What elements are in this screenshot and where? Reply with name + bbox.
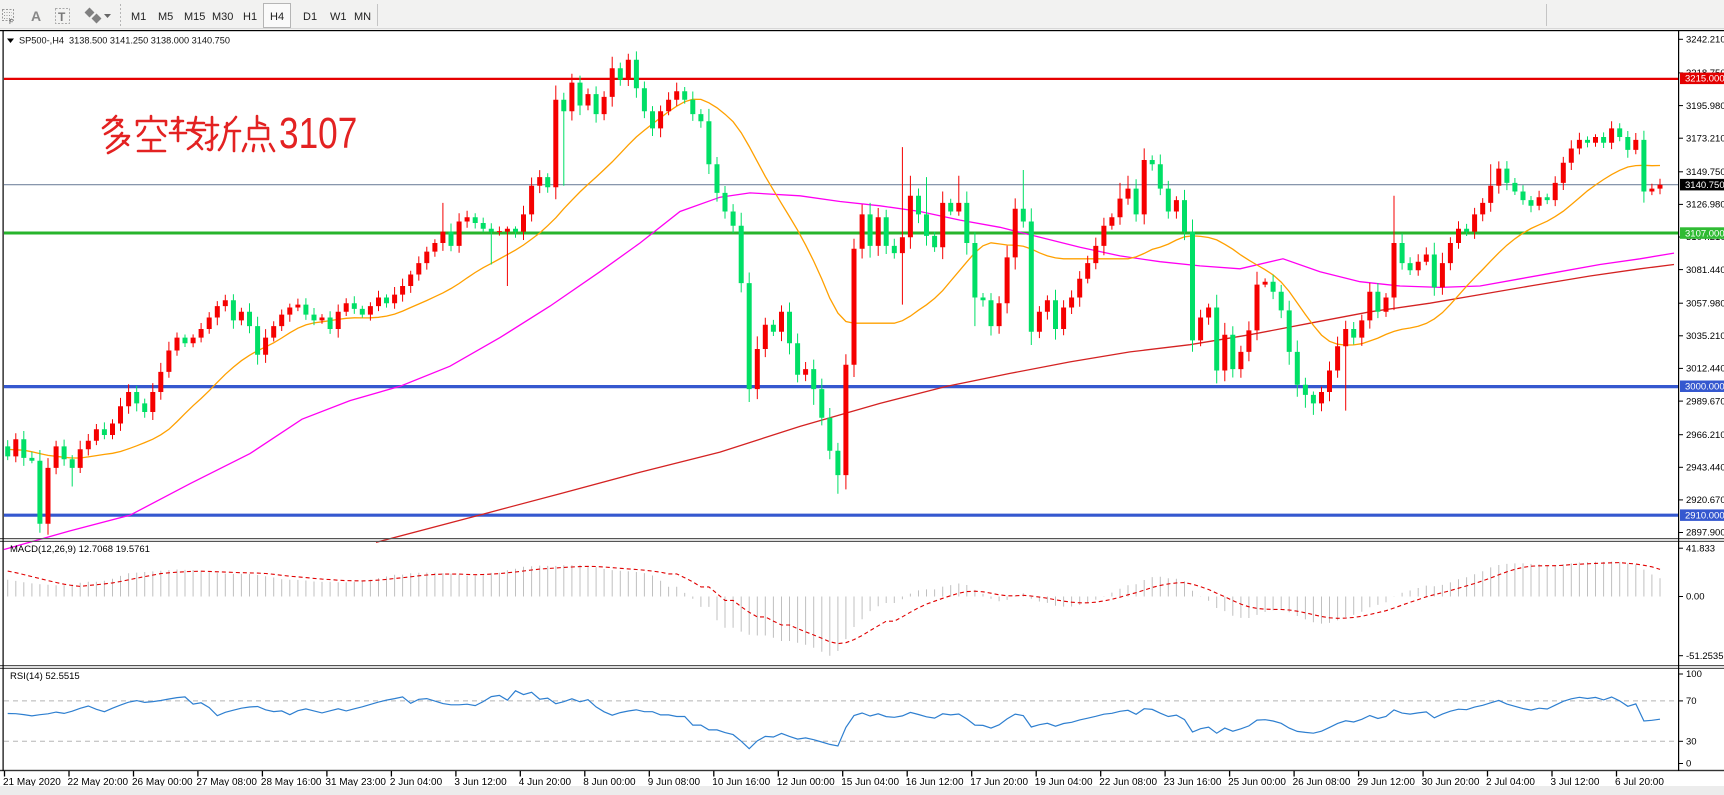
svg-text:29 Jun 12:00: 29 Jun 12:00 xyxy=(1357,777,1415,788)
svg-text:22 Jun 08:00: 22 Jun 08:00 xyxy=(1099,777,1157,788)
svg-text:25 Jun 00:00: 25 Jun 00:00 xyxy=(1228,777,1286,788)
svg-text:3140.750: 3140.750 xyxy=(1685,180,1724,191)
svg-text:26 Jun 08:00: 26 Jun 08:00 xyxy=(1293,777,1351,788)
svg-text:8 Jun 00:00: 8 Jun 00:00 xyxy=(583,777,636,788)
svg-text:3 Jun 12:00: 3 Jun 12:00 xyxy=(454,777,507,788)
svg-text:2897.900: 2897.900 xyxy=(1686,528,1724,539)
svg-text:3 Jul 12:00: 3 Jul 12:00 xyxy=(1551,777,1600,788)
svg-text:H1: H1 xyxy=(243,11,257,23)
svg-text:15 Jun 04:00: 15 Jun 04:00 xyxy=(841,777,899,788)
svg-text:3242.210: 3242.210 xyxy=(1686,35,1724,46)
svg-text:12 Jun 00:00: 12 Jun 00:00 xyxy=(777,777,835,788)
svg-text:W1: W1 xyxy=(330,11,347,23)
svg-text:-51.2535: -51.2535 xyxy=(1686,651,1724,662)
svg-text:4 Jun 20:00: 4 Jun 20:00 xyxy=(519,777,572,788)
svg-text:10 Jun 16:00: 10 Jun 16:00 xyxy=(712,777,770,788)
svg-text:31 May 23:00: 31 May 23:00 xyxy=(325,777,386,788)
svg-text:RSI(14) 52.5515: RSI(14) 52.5515 xyxy=(10,671,80,682)
svg-text:2 Jul 04:00: 2 Jul 04:00 xyxy=(1486,777,1535,788)
svg-text:A: A xyxy=(31,8,41,24)
svg-text:19 Jun 04:00: 19 Jun 04:00 xyxy=(1035,777,1093,788)
svg-text:9 Jun 08:00: 9 Jun 08:00 xyxy=(648,777,701,788)
svg-text:0.00: 0.00 xyxy=(1686,592,1705,603)
svg-text:2966.210: 2966.210 xyxy=(1686,430,1724,441)
svg-text:M15: M15 xyxy=(184,11,205,23)
svg-text:30: 30 xyxy=(1686,737,1697,748)
svg-text:30 Jun 20:00: 30 Jun 20:00 xyxy=(1422,777,1480,788)
svg-text:3195.980: 3195.980 xyxy=(1686,101,1724,112)
svg-text:41.833: 41.833 xyxy=(1686,543,1715,554)
svg-text:MN: MN xyxy=(354,11,371,23)
svg-text:70: 70 xyxy=(1686,696,1697,707)
svg-text:2 Jun 04:00: 2 Jun 04:00 xyxy=(390,777,443,788)
svg-text:T: T xyxy=(58,10,66,24)
svg-text:17 Jun 20:00: 17 Jun 20:00 xyxy=(970,777,1028,788)
svg-text:2943.440: 2943.440 xyxy=(1686,463,1724,474)
svg-text:SP500-,H4 3138.500 3141.250 3: SP500-,H4 3138.500 3141.250 3138.000 314… xyxy=(19,36,230,46)
svg-text:16 Jun 12:00: 16 Jun 12:00 xyxy=(906,777,964,788)
svg-text:F: F xyxy=(9,19,13,26)
svg-text:3149.750: 3149.750 xyxy=(1686,167,1724,178)
svg-text:3107: 3107 xyxy=(279,109,357,158)
svg-text:3012.440: 3012.440 xyxy=(1686,364,1724,375)
svg-text:2920.670: 2920.670 xyxy=(1686,495,1724,506)
svg-text:3215.000: 3215.000 xyxy=(1685,74,1724,85)
svg-text:0: 0 xyxy=(1686,759,1691,770)
svg-text:22 May 20:00: 22 May 20:00 xyxy=(68,777,129,788)
svg-text:3035.210: 3035.210 xyxy=(1686,331,1724,342)
svg-text:21 May 2020: 21 May 2020 xyxy=(3,777,61,788)
svg-text:100: 100 xyxy=(1686,669,1702,680)
svg-text:3173.210: 3173.210 xyxy=(1686,133,1724,144)
svg-text:3126.980: 3126.980 xyxy=(1686,200,1724,211)
svg-text:28 May 16:00: 28 May 16:00 xyxy=(261,777,322,788)
svg-text:3057.980: 3057.980 xyxy=(1686,298,1724,309)
svg-text:2910.000: 2910.000 xyxy=(1685,511,1724,522)
svg-text:M30: M30 xyxy=(212,11,233,23)
svg-text:6 Jul 20:00: 6 Jul 20:00 xyxy=(1615,777,1664,788)
svg-text:2989.670: 2989.670 xyxy=(1686,396,1724,407)
svg-text:M5: M5 xyxy=(158,11,173,23)
svg-text:M1: M1 xyxy=(131,11,146,23)
svg-text:H4: H4 xyxy=(270,11,284,23)
svg-text:3000.000: 3000.000 xyxy=(1685,382,1724,393)
svg-text:26 May 00:00: 26 May 00:00 xyxy=(132,777,193,788)
svg-text:27 May 08:00: 27 May 08:00 xyxy=(196,777,257,788)
svg-text:MACD(12,26,9) 12.7068 19.5761: MACD(12,26,9) 12.7068 19.5761 xyxy=(10,544,150,555)
svg-text:D1: D1 xyxy=(303,11,317,23)
svg-text:23 Jun 16:00: 23 Jun 16:00 xyxy=(1164,777,1222,788)
svg-text:3081.440: 3081.440 xyxy=(1686,265,1724,276)
svg-text:3107.000: 3107.000 xyxy=(1685,228,1724,239)
